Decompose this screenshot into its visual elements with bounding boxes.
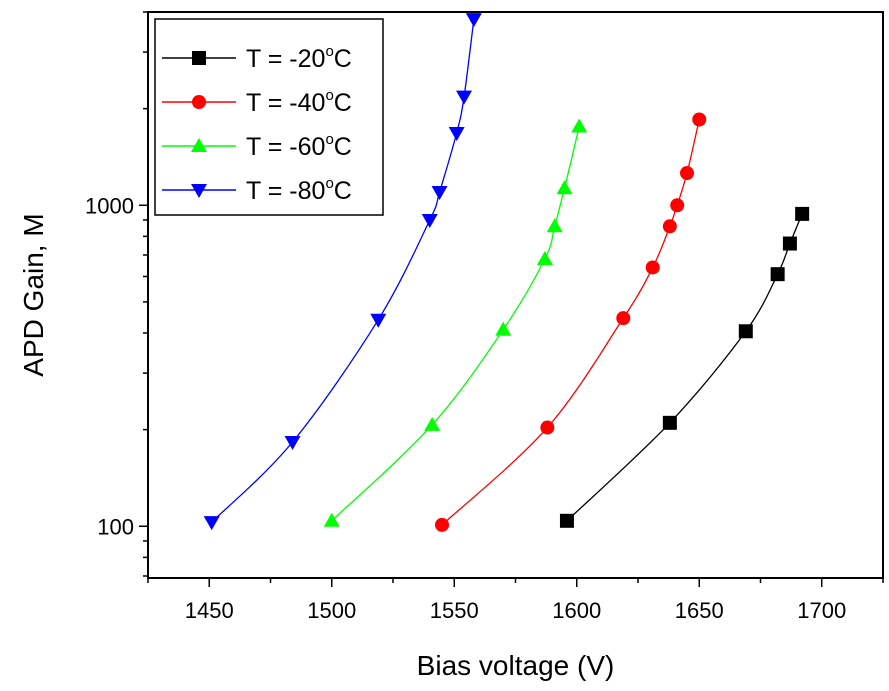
legend-item: T = -60oC bbox=[162, 131, 352, 161]
data-point bbox=[203, 516, 220, 531]
legend-item: T = -40oC bbox=[162, 87, 352, 117]
data-point bbox=[448, 126, 465, 141]
x-tick-label: 1550 bbox=[430, 598, 479, 623]
legend-item: T = -20oC bbox=[162, 43, 352, 73]
data-point bbox=[284, 436, 301, 451]
data-point bbox=[421, 213, 438, 228]
data-point bbox=[662, 415, 677, 430]
legend-marker bbox=[192, 51, 206, 65]
data-point bbox=[782, 236, 797, 251]
data-point bbox=[556, 180, 573, 195]
data-point bbox=[323, 512, 340, 527]
data-point bbox=[670, 198, 685, 213]
x-tick-label: 1500 bbox=[307, 598, 356, 623]
data-point bbox=[435, 517, 449, 532]
y-axis: 100 1000 bbox=[85, 11, 148, 577]
legend-marker bbox=[191, 184, 207, 198]
legend-label: T = -20oC bbox=[246, 43, 352, 73]
data-point bbox=[456, 90, 473, 105]
data-point bbox=[692, 112, 707, 127]
data-point bbox=[616, 311, 631, 326]
legend-marker bbox=[192, 95, 206, 109]
x-tick-label: 1450 bbox=[185, 598, 234, 623]
x-axis-title: Bias voltage (V) bbox=[417, 650, 615, 681]
data-point bbox=[680, 166, 694, 181]
legend-label: T = -40oC bbox=[246, 87, 352, 117]
data-point bbox=[495, 321, 512, 336]
legend-marker bbox=[191, 138, 207, 152]
data-point bbox=[559, 513, 574, 528]
data-point bbox=[770, 267, 785, 282]
legend-label: T = -80oC bbox=[246, 175, 352, 205]
legend-label: T = -60oC bbox=[246, 131, 352, 161]
x-tick-label: 1700 bbox=[797, 598, 846, 623]
data-point bbox=[546, 218, 563, 233]
data-point bbox=[431, 185, 448, 200]
data-point bbox=[571, 118, 588, 133]
x-tick-label: 1650 bbox=[675, 598, 724, 623]
series-1 bbox=[435, 112, 707, 532]
data-point bbox=[662, 219, 677, 234]
data-point bbox=[465, 13, 482, 28]
legend: T = -20oC T = -40oC T = -60oC T = -80oC bbox=[154, 18, 384, 216]
x-tick-label: 1600 bbox=[552, 598, 601, 623]
x-axis: 1450 1500 1550 1600 1650 1700 bbox=[147, 578, 884, 623]
series-3 bbox=[203, 13, 482, 531]
data-point bbox=[540, 420, 555, 435]
y-tick-label: 1000 bbox=[85, 193, 134, 218]
series-2 bbox=[323, 118, 588, 527]
legend-item: T = -80oC bbox=[162, 175, 352, 205]
data-point bbox=[536, 251, 553, 266]
data-point bbox=[795, 206, 810, 221]
data-point bbox=[738, 324, 753, 339]
series-layer bbox=[203, 13, 810, 532]
data-point bbox=[424, 416, 441, 431]
data-point bbox=[370, 313, 387, 328]
series-0 bbox=[559, 206, 810, 528]
y-axis-title: APD Gain, M bbox=[18, 213, 49, 376]
y-tick-label: 100 bbox=[97, 514, 134, 539]
data-point bbox=[645, 260, 660, 275]
